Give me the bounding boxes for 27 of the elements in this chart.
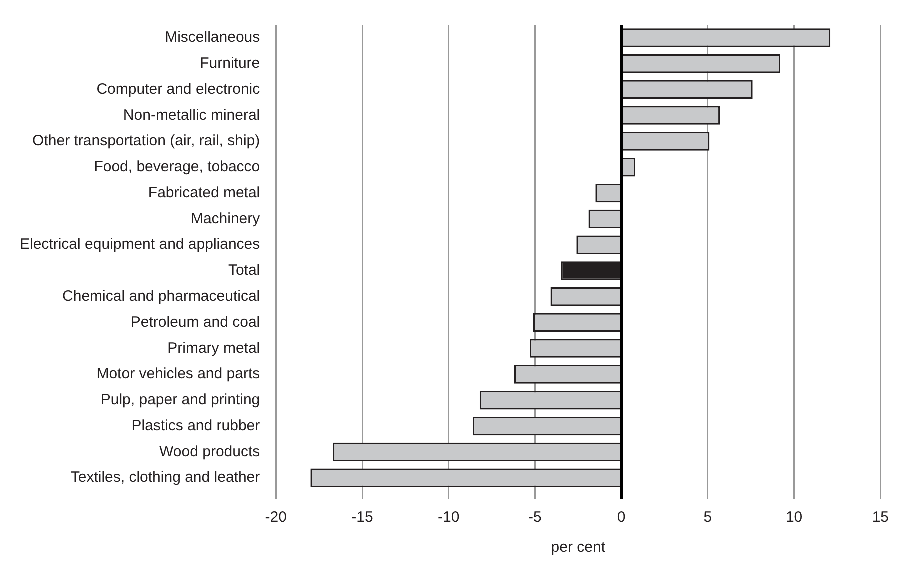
y-tick-label: Non-metallic mineral bbox=[123, 106, 260, 124]
x-tick-label: -5 bbox=[528, 509, 542, 526]
y-tick-label: Total bbox=[228, 262, 260, 280]
y-tick-label: Plastics and rubber bbox=[132, 417, 260, 434]
y-tick-label: Computer and electronic bbox=[96, 80, 261, 98]
y-tick-label: Machinery bbox=[190, 210, 261, 228]
y-tick-label: Chemical and pharmaceutical bbox=[62, 288, 260, 305]
y-tick-label: Textiles, clothing and leather bbox=[70, 469, 260, 486]
x-tick-label: -15 bbox=[352, 509, 374, 526]
y-tick-label: Miscellaneous bbox=[165, 29, 260, 46]
x-tick-label: -10 bbox=[438, 509, 460, 526]
x-tick-label: 0 bbox=[617, 509, 626, 526]
x-tick-label: 5 bbox=[704, 509, 712, 526]
y-tick-label: Pulp, paper and printing bbox=[100, 392, 260, 409]
y-tick-label: Other transportation (air, rail, ship) bbox=[32, 132, 260, 150]
y-tick-label: Furniture bbox=[200, 54, 260, 72]
y-tick-label: Food, beverage, tobacco bbox=[94, 158, 260, 176]
x-tick-label: 10 bbox=[786, 509, 803, 526]
x-axis-title: per cent bbox=[551, 539, 606, 556]
y-tick-label: Wood products bbox=[160, 443, 260, 460]
x-tick-label: -20 bbox=[265, 509, 287, 526]
y-tick-label: Motor vehicles and parts bbox=[96, 366, 260, 383]
x-tick-label: 15 bbox=[872, 509, 889, 526]
y-tick-label: Electrical equipment and appliances bbox=[20, 236, 260, 254]
y-tick-label: Primary metal bbox=[168, 340, 260, 357]
y-tick-label: Petroleum and coal bbox=[130, 314, 260, 331]
y-tick-label: Fabricated metal bbox=[148, 184, 260, 202]
